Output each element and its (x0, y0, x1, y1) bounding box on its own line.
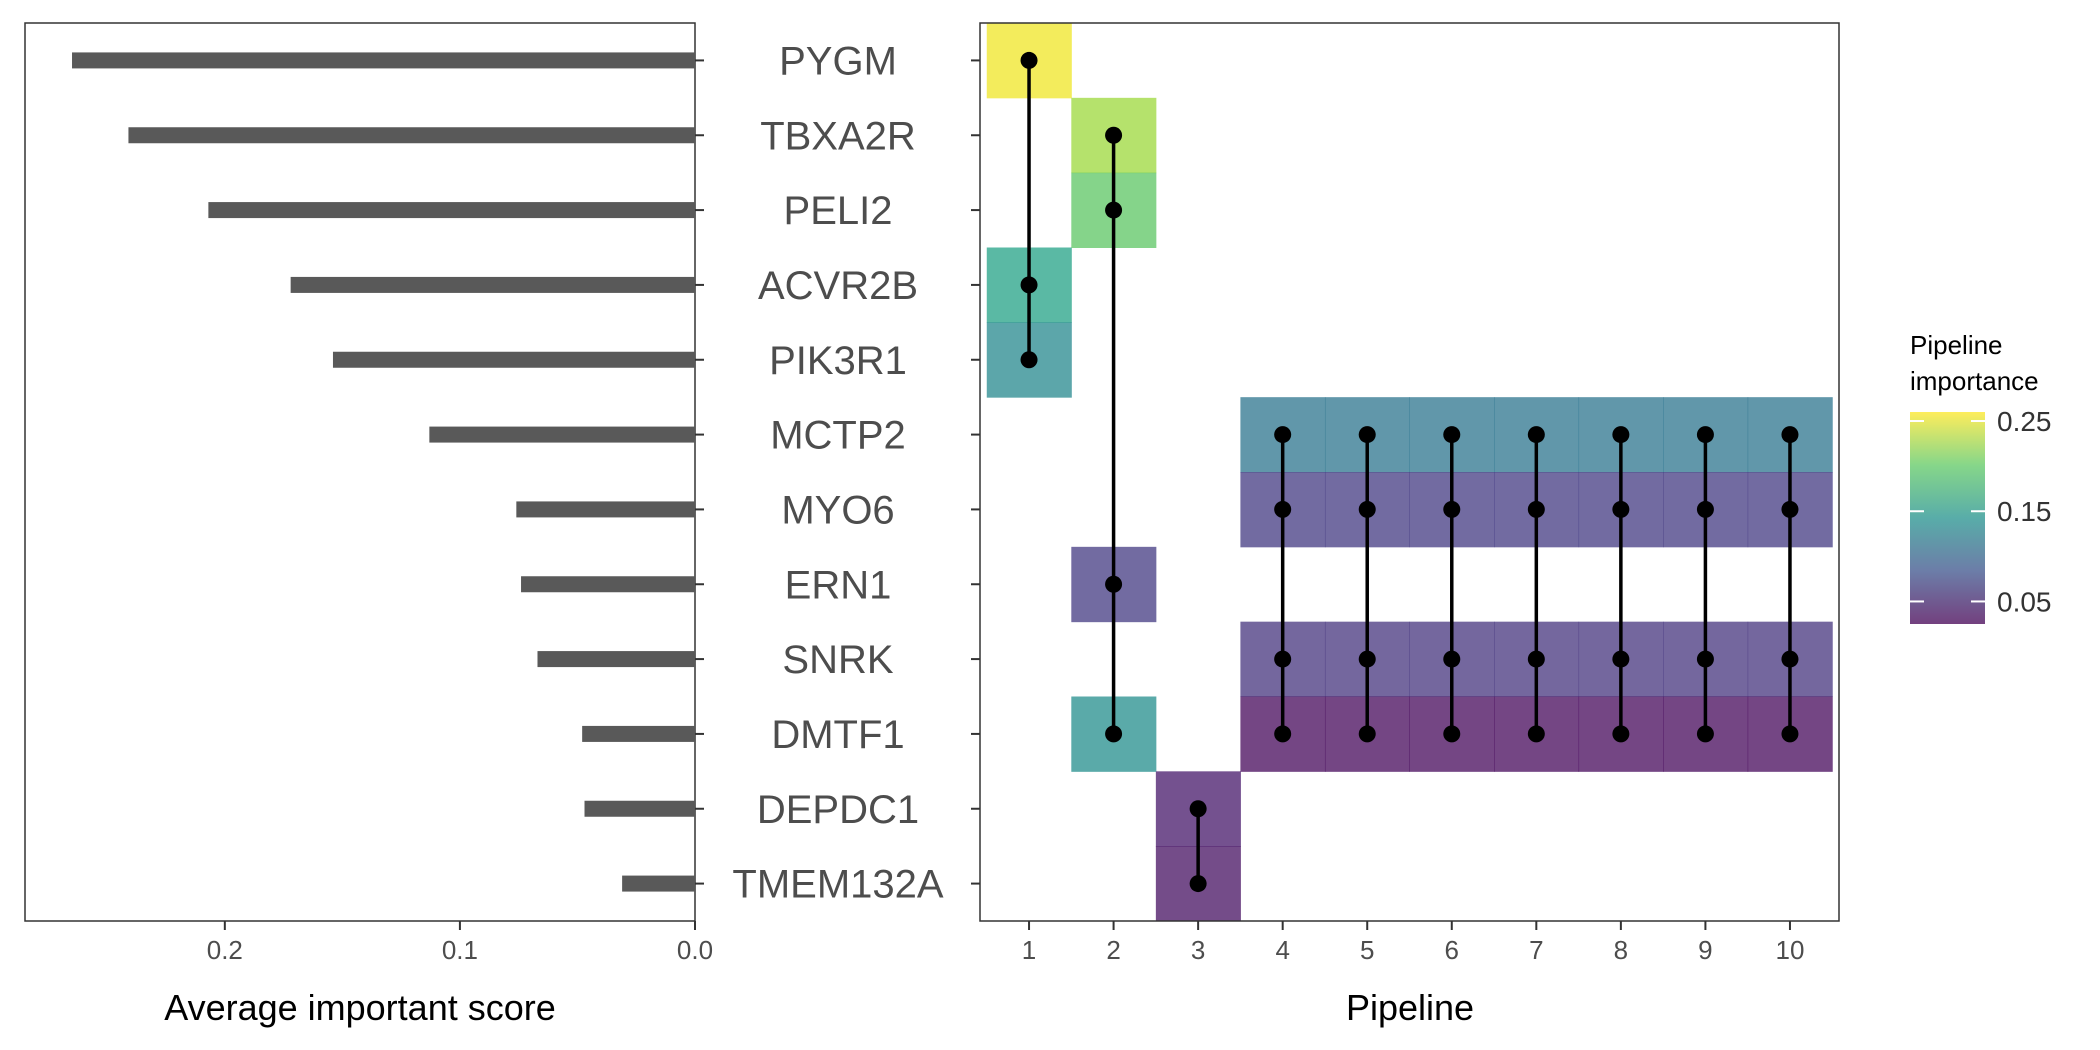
pipeline-dot-p8-dmtf1 (1612, 725, 1630, 743)
bar-peli2 (208, 202, 696, 219)
bar-panel-frame (24, 22, 696, 922)
bar-dmtf1 (582, 725, 695, 742)
pipeline-dot-p6-snrk (1443, 650, 1461, 668)
pipeline-dot-p7-mctp2 (1527, 426, 1545, 444)
gene-label-dmtf1: DMTF1 (771, 713, 904, 757)
pipeline-dot-p2-dmtf1 (1105, 725, 1123, 743)
heat-x-tick-label-3: 3 (1191, 935, 1205, 965)
bar-tmem132a (622, 875, 695, 892)
gene-label-pygm: PYGM (779, 39, 897, 83)
pipeline-dot-p3-depdc1 (1189, 800, 1207, 818)
heatmap-axis-ticks: 1 2 3 4 5 6 7 8 9 10 (971, 59, 1805, 965)
pipeline-dot-p8-snrk (1612, 650, 1630, 668)
gene-label-depdc1: DEPDC1 (757, 788, 919, 832)
bar-tbxa2r (128, 127, 695, 144)
pipeline-dot-p4-mctp2 (1274, 426, 1292, 444)
bar-snrk (537, 651, 695, 668)
pipeline-dots (1020, 51, 1799, 893)
pipeline-dot-p9-dmtf1 (1696, 725, 1714, 743)
pipeline-dot-p6-dmtf1 (1443, 725, 1461, 743)
pipeline-dot-p2-ern1 (1105, 575, 1123, 593)
heatmap-panel: 1 2 3 4 5 6 7 8 9 10 Pipeline (971, 22, 1840, 1028)
gene-label-snrk: SNRK (782, 638, 893, 682)
heat-x-tick-label-1: 1 (1022, 935, 1036, 965)
bar-panel: 0.2 0.1 0.0 Average important score (24, 22, 713, 1028)
gene-label-tmem132a: TMEM132A (732, 863, 943, 907)
pipeline-dot-p7-dmtf1 (1527, 725, 1545, 743)
legend-label: 0.25 (1997, 406, 2052, 437)
legend-label: 0.15 (1997, 496, 2052, 527)
pipeline-dot-p9-myo6 (1696, 500, 1714, 518)
pipeline-dot-p4-myo6 (1274, 500, 1292, 518)
pipeline-connectors (1027, 60, 1792, 884)
pipeline-dot-p2-peli2 (1105, 201, 1123, 219)
bar-acvr2b (290, 276, 695, 293)
gene-label-peli2: PELI2 (784, 189, 893, 233)
legend-ticks: 0.25 0.15 0.05 (1910, 406, 2052, 617)
pipeline-dot-p7-snrk (1527, 650, 1545, 668)
legend: Pipeline importance 0.25 0.15 0.05 (1910, 330, 2052, 624)
heat-x-tick-label-7: 7 (1529, 935, 1543, 965)
legend-title-line-2: importance (1910, 366, 2039, 396)
gene-label-mctp2: MCTP2 (770, 414, 906, 458)
pipeline-dot-p6-mctp2 (1443, 426, 1461, 444)
pipeline-dot-p6-myo6 (1443, 500, 1461, 518)
legend-label: 0.05 (1997, 586, 2052, 617)
bars-layer (72, 52, 696, 892)
bar-pygm (72, 52, 695, 69)
gene-label-pik3r1: PIK3R1 (769, 339, 907, 383)
pipeline-dot-p5-snrk (1358, 650, 1376, 668)
heat-x-tick-label-4: 4 (1275, 935, 1289, 965)
pipeline-dot-p7-myo6 (1527, 500, 1545, 518)
legend-title-line-1: Pipeline (1910, 330, 2003, 360)
bar-x-tick-label: 0.2 (207, 935, 243, 965)
heat-x-tick-label-5: 5 (1360, 935, 1374, 965)
heat-x-tick-label-10: 10 (1776, 935, 1805, 965)
gene-label-tbxa2r: TBXA2R (760, 114, 916, 158)
pipeline-dot-p10-snrk (1781, 650, 1799, 668)
bar-mctp2 (429, 426, 695, 443)
bar-depdc1 (584, 800, 695, 817)
pipeline-dot-p9-mctp2 (1696, 426, 1714, 444)
pipeline-dot-p5-myo6 (1358, 500, 1376, 518)
pipeline-dot-p9-snrk (1696, 650, 1714, 668)
pipeline-dot-p4-snrk (1274, 650, 1292, 668)
heat-x-tick-label-8: 8 (1614, 935, 1628, 965)
pipeline-dot-p1-pik3r1 (1020, 351, 1038, 369)
pipeline-dot-p10-mctp2 (1781, 426, 1799, 444)
pipeline-dot-p8-myo6 (1612, 500, 1630, 518)
pipeline-dot-p8-mctp2 (1612, 426, 1630, 444)
heat-x-tick-label-2: 2 (1106, 935, 1120, 965)
gene-label-ern1: ERN1 (785, 563, 892, 607)
heat-x-tick-label-9: 9 (1698, 935, 1712, 965)
gene-label-myo6: MYO6 (781, 488, 894, 532)
gene-labels: PYGM TBXA2R PELI2 ACVR2B PIK3R1 MCTP2 MYO6 ERN1… (732, 39, 943, 906)
bar-x-axis-title: Average important score (164, 987, 556, 1028)
pipeline-dot-p2-tbxa2r (1105, 126, 1123, 144)
pipeline-dot-p5-dmtf1 (1358, 725, 1376, 743)
heat-x-tick-label-6: 6 (1445, 935, 1459, 965)
pipeline-dot-p5-mctp2 (1358, 426, 1376, 444)
bar-x-tick-label: 0.0 (677, 935, 713, 965)
pipeline-dot-p4-dmtf1 (1274, 725, 1292, 743)
heatmap-x-axis-title: Pipeline (1346, 987, 1474, 1028)
pipeline-dot-p10-dmtf1 (1781, 725, 1799, 743)
legend-colorbar (1910, 412, 1985, 624)
pipeline-dot-p1-pygm (1020, 51, 1038, 69)
gene-label-acvr2b: ACVR2B (758, 264, 918, 308)
pipeline-dot-p1-acvr2b (1020, 276, 1038, 294)
bar-myo6 (516, 501, 695, 518)
bar-pik3r1 (332, 351, 695, 368)
pipeline-dot-p3-tmem132a (1189, 875, 1207, 893)
bar-x-tick-label: 0.1 (442, 935, 478, 965)
heatmap-panel-frame (979, 22, 1840, 922)
bar-axis-ticks: 0.2 0.1 0.0 (207, 59, 713, 965)
bar-ern1 (521, 576, 695, 593)
pipeline-dot-p10-myo6 (1781, 500, 1799, 518)
